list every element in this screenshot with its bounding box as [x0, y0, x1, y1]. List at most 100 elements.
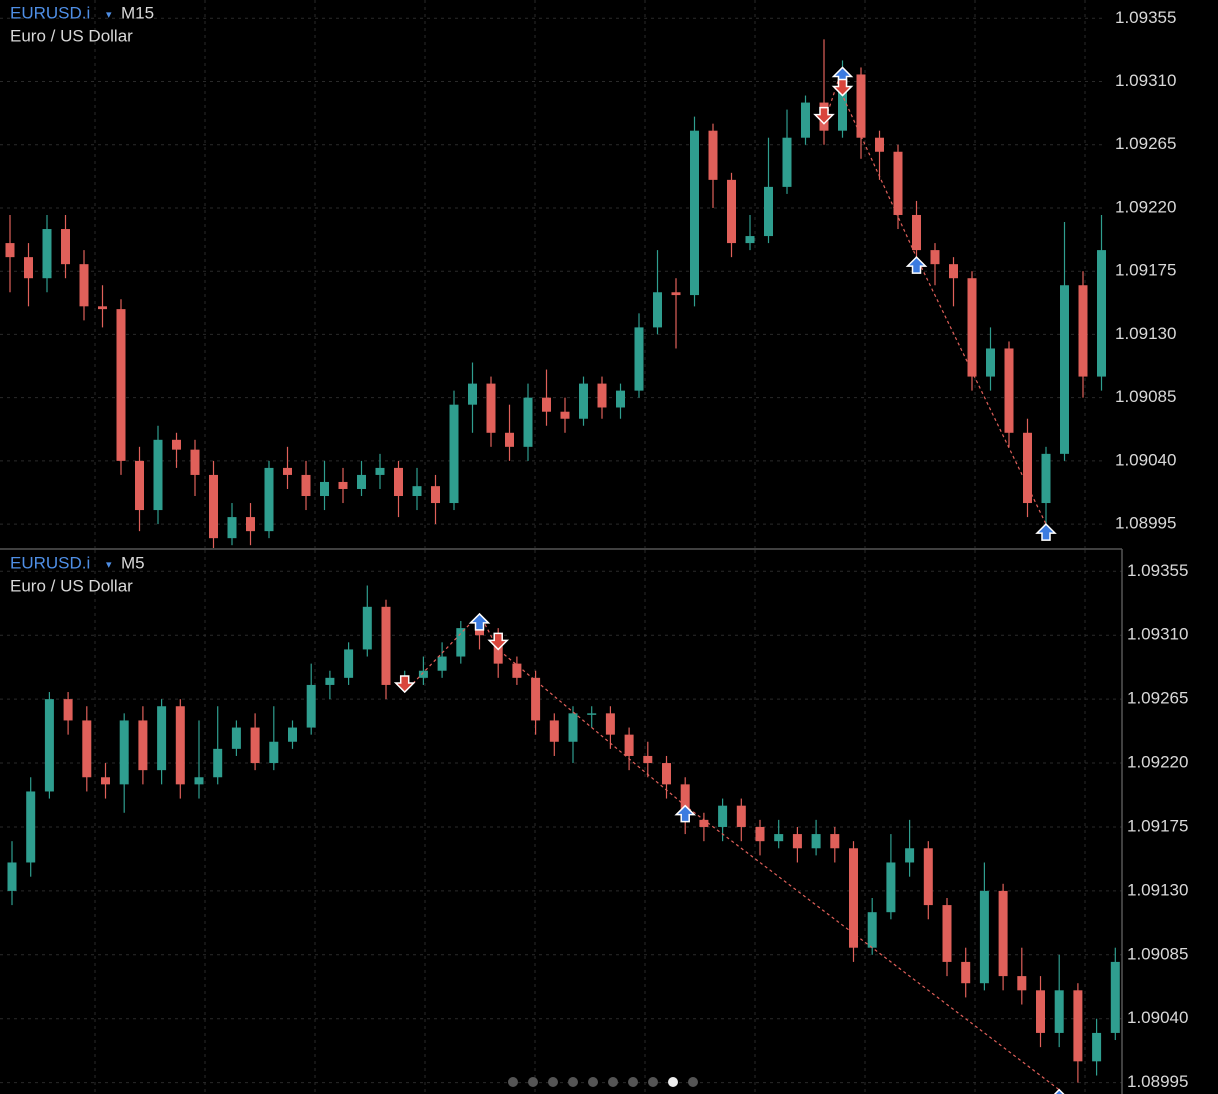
candle-body: [856, 74, 866, 138]
page-dot[interactable]: [548, 1077, 558, 1087]
candle-body: [7, 862, 17, 891]
y-tick-label: 1.09130: [1127, 880, 1188, 899]
sell-signal-arrow: [831, 78, 854, 97]
candle-body: [5, 243, 15, 258]
candle-body: [227, 517, 237, 539]
buy-signal-arrow: [674, 804, 697, 823]
candle-body: [246, 517, 255, 532]
candle-body: [269, 741, 279, 764]
y-tick-label: 1.09310: [1115, 71, 1176, 90]
sell-signal-arrow: [487, 632, 510, 651]
candle-body: [549, 720, 559, 742]
candle-body: [283, 467, 292, 475]
instrument-description: Euro / US Dollar: [10, 26, 133, 45]
y-tick-label: 1.09220: [1127, 753, 1188, 772]
candle-body: [830, 834, 840, 849]
plot-area: 1.09355 1.09310 1.09265 1.09220 1.09175 1.091…: [0, 0, 1176, 548]
candle-body: [209, 474, 218, 539]
y-tick-label: 1.09310: [1127, 625, 1188, 644]
candle-body: [44, 699, 54, 792]
dropdown-caret: ▾: [106, 559, 112, 571]
candle-body: [116, 309, 126, 461]
candle-body: [512, 663, 522, 678]
candle-body: [1092, 1032, 1102, 1062]
candle-body: [306, 684, 316, 728]
candle-body: [190, 449, 200, 475]
candle-body: [418, 670, 428, 678]
candle-body: [523, 397, 533, 447]
page-dot[interactable]: [648, 1077, 658, 1087]
candle-body: [381, 606, 391, 685]
candle-body: [662, 763, 671, 785]
candle-body: [449, 404, 459, 504]
buy-signal-arrow: [468, 612, 491, 631]
candle-body: [101, 777, 110, 785]
candle-body: [867, 912, 877, 948]
candle-body: [579, 383, 588, 419]
candle-body: [475, 628, 484, 636]
page-dot-active[interactable]: [668, 1077, 678, 1087]
y-tick-label: 1.09265: [1115, 134, 1176, 153]
candle-body: [568, 713, 578, 742]
candle-body: [338, 481, 348, 489]
candle-body: [135, 460, 144, 511]
candle-body: [375, 467, 385, 475]
candle-body: [764, 186, 773, 237]
candle-body: [264, 467, 274, 532]
symbol: EURUSD.i: [10, 3, 90, 22]
y-tick-label: 1.09040: [1115, 450, 1176, 469]
candle-body: [437, 656, 447, 671]
candle-body: [942, 905, 952, 962]
y-tick-label: 1.09040: [1127, 1008, 1188, 1027]
candle-body: [930, 250, 940, 265]
candle-body: [1073, 990, 1083, 1062]
candle-body: [82, 720, 92, 778]
candle-body: [357, 474, 366, 489]
candle-body: [979, 890, 989, 984]
timeframe: M5: [121, 553, 145, 572]
candle-body: [61, 229, 70, 265]
candle-body: [1054, 990, 1064, 1033]
page-dot[interactable]: [508, 1077, 518, 1087]
candle-body: [893, 151, 903, 215]
candle-body: [838, 74, 847, 131]
y-tick-label: 1.09175: [1115, 261, 1176, 280]
candle-body: [755, 826, 765, 842]
page-dot[interactable]: [608, 1077, 618, 1087]
page-dot[interactable]: [588, 1077, 598, 1087]
candle-body: [774, 834, 784, 842]
page-dot[interactable]: [628, 1077, 638, 1087]
candle-body: [653, 292, 662, 328]
candle-body: [505, 432, 514, 447]
candle-body: [394, 467, 403, 497]
candle-body: [1023, 432, 1032, 504]
dropdown-caret: ▾: [106, 9, 112, 21]
candle-body: [967, 278, 977, 377]
candle-body: [1060, 285, 1069, 454]
candle-body: [42, 229, 52, 279]
candle-body: [912, 214, 921, 251]
candle-body: [250, 727, 260, 764]
y-tick-label: 1.09130: [1115, 324, 1176, 343]
candle-body: [718, 805, 728, 827]
candle-body: [597, 383, 607, 408]
candle-body: [961, 961, 971, 984]
candle-body: [643, 755, 653, 764]
page-dot[interactable]: [568, 1077, 578, 1087]
candle-body: [1110, 961, 1120, 1033]
candle-body: [1097, 250, 1106, 377]
candle-body: [1041, 453, 1051, 504]
page-dot[interactable]: [688, 1077, 698, 1087]
candle-body: [119, 720, 129, 785]
buy-signal-arrow: [1053, 1088, 1065, 1094]
candle-body: [486, 383, 496, 433]
buy-signal-arrow: [905, 256, 928, 274]
page-dot[interactable]: [528, 1077, 538, 1087]
y-tick-label: 1.08995: [1127, 1072, 1188, 1091]
candle-body: [624, 734, 634, 756]
candle-body: [886, 862, 896, 913]
candle-body: [849, 848, 858, 948]
candle-body: [98, 306, 107, 310]
candle-body: [587, 713, 597, 715]
